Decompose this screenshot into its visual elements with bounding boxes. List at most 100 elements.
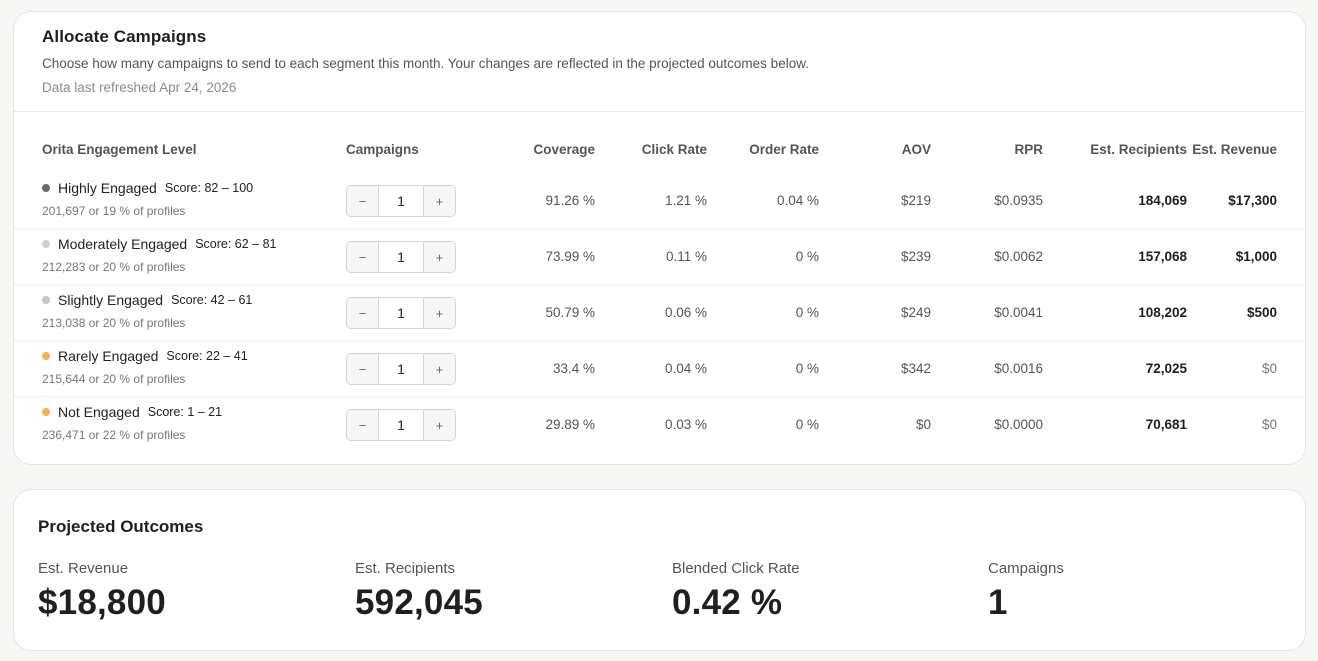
segment-score: Score: 82 – 100 [164, 181, 254, 195]
order-rate-value: 0 % [795, 305, 819, 320]
metric-label: Campaigns [988, 560, 1064, 577]
increment-button[interactable]: + [423, 242, 455, 272]
segment-score: Score: 1 – 21 [147, 405, 223, 419]
aov-value: $239 [900, 249, 931, 264]
header-click-rate: Click Rate [641, 142, 707, 157]
decrement-button[interactable]: − [347, 298, 379, 328]
est-revenue-value: $0 [1261, 417, 1277, 432]
decrement-button[interactable]: − [347, 410, 379, 440]
segment-score: Score: 62 – 81 [195, 237, 277, 251]
est-revenue-value: $1,000 [1235, 249, 1277, 264]
coverage-value: 91.26 % [545, 193, 595, 208]
click-rate-value: 0.04 % [664, 361, 707, 376]
est-recipients-value: 108,202 [1138, 305, 1187, 320]
segment-score: Score: 42 – 61 [171, 293, 253, 307]
metric-value: 592,045 [355, 583, 483, 622]
table-row: Rarely Engaged Score: 22 – 41 215,644 or… [14, 341, 1305, 397]
campaigns-stepper[interactable]: − 1 + [346, 353, 456, 385]
segment-profiles: 236,471 or 22 % of profiles [42, 428, 186, 442]
order-rate-value: 0.04 % [776, 193, 819, 208]
metric-est-revenue: Est. Revenue $18,800 [38, 560, 166, 623]
decrement-button[interactable]: − [347, 242, 379, 272]
segment-name: Rarely Engaged [58, 348, 159, 364]
table-row: Slightly Engaged Score: 42 – 61 213,038 … [14, 285, 1305, 341]
order-rate-value: 0 % [795, 417, 819, 432]
campaigns-value[interactable]: 1 [397, 193, 405, 209]
aov-value: $219 [900, 193, 931, 208]
click-rate-value: 1.21 % [664, 193, 707, 208]
segment-profiles: 201,697 or 19 % of profiles [42, 204, 186, 218]
engagement-dot-icon [42, 296, 50, 304]
click-rate-value: 0.03 % [664, 417, 707, 432]
allocate-campaigns-card: Allocate Campaigns Choose how many campa… [13, 11, 1306, 465]
click-rate-value: 0.11 % [665, 249, 707, 264]
increment-button[interactable]: + [423, 298, 455, 328]
segment-score: Score: 22 – 41 [166, 349, 248, 363]
segment-profiles: 215,644 or 20 % of profiles [42, 372, 186, 386]
table-header: Orita Engagement Level Campaigns Coverag… [14, 142, 1305, 160]
header-est-recipients: Est. Recipients [1090, 142, 1187, 157]
increment-button[interactable]: + [423, 186, 455, 216]
aov-value: $249 [900, 305, 931, 320]
engagement-dot-icon [42, 240, 50, 248]
est-recipients-value: 70,681 [1145, 417, 1187, 432]
est-recipients-value: 184,069 [1138, 193, 1187, 208]
header-rpr: RPR [1014, 142, 1043, 157]
engagement-dot-icon [42, 352, 50, 360]
decrement-button[interactable]: − [347, 186, 379, 216]
campaigns-stepper[interactable]: − 1 + [346, 409, 456, 441]
metric-blended-click-rate: Blended Click Rate 0.42 % [672, 560, 800, 623]
aov-value: $0 [915, 417, 931, 432]
campaigns-value[interactable]: 1 [397, 361, 405, 377]
est-recipients-value: 72,025 [1145, 361, 1187, 376]
engagement-dot-icon [42, 184, 50, 192]
metric-campaigns: Campaigns 1 [988, 560, 1064, 623]
metric-est-recipients: Est. Recipients 592,045 [355, 560, 483, 623]
segment-name: Not Engaged [58, 404, 140, 420]
header-est-revenue: Est. Revenue [1192, 142, 1277, 157]
metric-label: Est. Recipients [355, 560, 456, 577]
allocate-title: Allocate Campaigns [42, 27, 207, 46]
coverage-value: 73.99 % [545, 249, 595, 264]
table-row: Highly Engaged Score: 82 – 100 201,697 o… [14, 173, 1305, 229]
rpr-value: $0.0016 [994, 361, 1043, 376]
coverage-value: 33.4 % [552, 361, 595, 376]
allocate-description: Choose how many campaigns to send to eac… [42, 56, 809, 71]
segment-name: Slightly Engaged [58, 292, 164, 308]
decrement-button[interactable]: − [347, 354, 379, 384]
header-order-rate: Order Rate [749, 142, 819, 157]
projected-title: Projected Outcomes [38, 517, 204, 536]
allocate-header: Allocate Campaigns Choose how many campa… [14, 12, 1305, 112]
est-recipients-value: 157,068 [1138, 249, 1187, 264]
campaigns-stepper[interactable]: − 1 + [346, 185, 456, 217]
est-revenue-value: $0 [1261, 361, 1277, 376]
header-aov: AOV [901, 142, 931, 157]
table-row: Not Engaged Score: 1 – 21 236,471 or 22 … [14, 397, 1305, 453]
click-rate-value: 0.06 % [664, 305, 707, 320]
rpr-value: $0.0000 [994, 417, 1043, 432]
increment-button[interactable]: + [423, 354, 455, 384]
coverage-value: 50.79 % [545, 305, 595, 320]
order-rate-value: 0 % [795, 249, 819, 264]
campaigns-stepper[interactable]: − 1 + [346, 241, 456, 273]
metric-value: 0.42 % [672, 583, 783, 622]
metric-value: 1 [988, 583, 1008, 622]
rpr-value: $0.0062 [994, 249, 1043, 264]
coverage-value: 29.89 % [545, 417, 595, 432]
table-row: Moderately Engaged Score: 62 – 81 212,28… [14, 229, 1305, 285]
metric-label: Blended Click Rate [672, 560, 800, 577]
increment-button[interactable]: + [423, 410, 455, 440]
metric-value: $18,800 [38, 583, 166, 622]
segment-profiles: 212,283 or 20 % of profiles [42, 260, 186, 274]
metric-label: Est. Revenue [38, 560, 129, 577]
segment-name: Highly Engaged [58, 180, 157, 196]
campaigns-value[interactable]: 1 [397, 305, 405, 321]
aov-value: $342 [900, 361, 931, 376]
campaigns-stepper[interactable]: − 1 + [346, 297, 456, 329]
engagement-dot-icon [42, 408, 50, 416]
campaigns-value[interactable]: 1 [397, 249, 405, 265]
est-revenue-value: $500 [1246, 305, 1277, 320]
campaigns-value[interactable]: 1 [397, 417, 405, 433]
segment-name: Moderately Engaged [58, 236, 188, 252]
header-campaigns: Campaigns [346, 142, 419, 157]
